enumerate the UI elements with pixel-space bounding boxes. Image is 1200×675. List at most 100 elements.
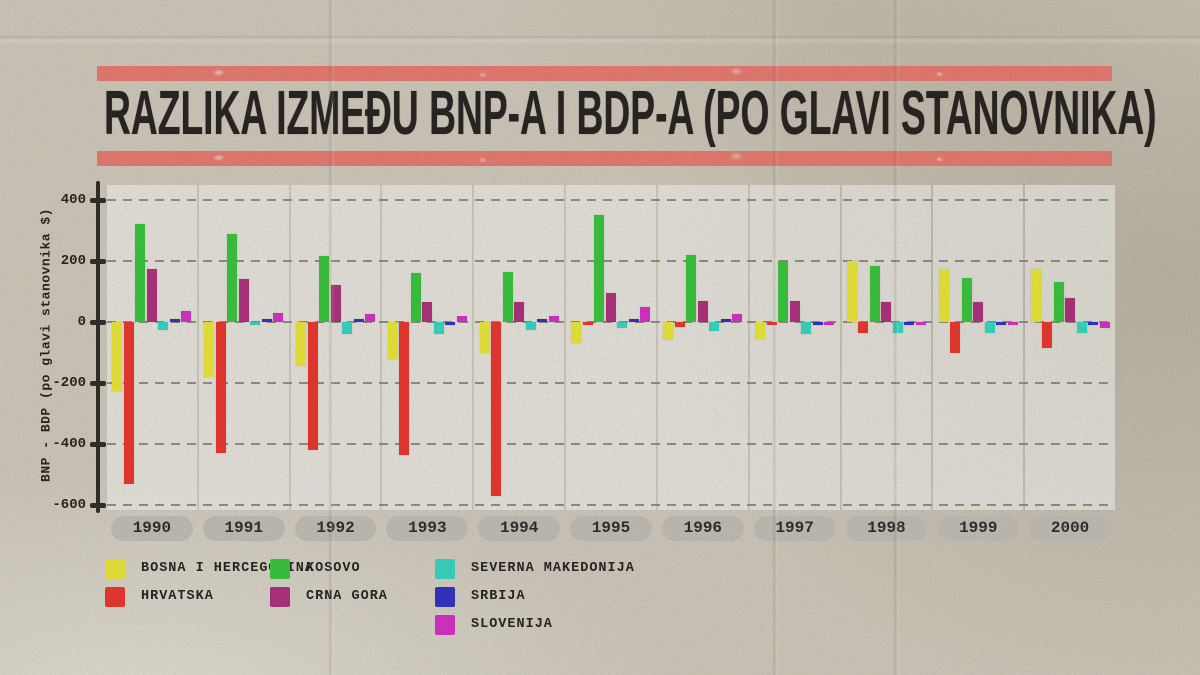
bar-srbija-1999 xyxy=(996,322,1007,325)
bar-hrvatska-1996 xyxy=(674,322,685,327)
year-panel-1994: 1994 xyxy=(474,185,565,541)
title-banner-bottom xyxy=(97,151,1112,166)
year-label-1994: 1994 xyxy=(478,516,561,541)
bar-hrvatska-1994 xyxy=(491,322,502,496)
bar-hrvatska-1991 xyxy=(215,322,226,454)
bar-severna-makedonija-1994 xyxy=(525,322,536,330)
bar-crna-gora-1999 xyxy=(973,302,984,322)
legend-swatch-slovenija xyxy=(435,614,455,635)
bar-kosovo-1996 xyxy=(686,254,697,322)
y-tick-label: 0 xyxy=(77,314,86,330)
year-panel-bg xyxy=(566,185,656,510)
year-panel-1992: 1992 xyxy=(290,185,381,541)
bar-crna-gora-1990 xyxy=(146,268,157,322)
bar-severna-makedonija-1991 xyxy=(250,322,261,326)
year-label-1998: 1998 xyxy=(845,516,928,541)
bar-kosovo-1998 xyxy=(869,265,880,322)
year-panel-bg xyxy=(933,185,1024,510)
y-tick xyxy=(90,197,106,203)
bar-srbija-1992 xyxy=(353,318,364,322)
y-tick xyxy=(90,502,106,508)
year-label-1990: 1990 xyxy=(111,516,193,541)
bar-bosna-i-hercegovina-1992 xyxy=(296,322,307,367)
y-tick-label: -600 xyxy=(52,497,86,513)
legend-item-crna-gora: CRNA GORA xyxy=(270,586,388,607)
year-panel-1996: 1996 xyxy=(657,185,748,541)
bar-kosovo-1991 xyxy=(227,233,238,322)
bar-srbija-1997 xyxy=(812,322,823,325)
bar-chart-plot-area: 1990 1991 1992 1993 1994 1995 1996 1997 1998 1999… xyxy=(107,185,1115,541)
bar-crna-gora-1993 xyxy=(422,302,433,322)
gridline-400 xyxy=(107,199,1115,201)
legend-item-kosovo: KOSOVO xyxy=(270,558,388,579)
bar-severna-makedonija-1990 xyxy=(158,322,169,330)
bar-bosna-i-hercegovina-1994 xyxy=(479,322,490,353)
legend-item-severna-makedonija: SEVERNA MAKEDONIJA xyxy=(435,558,635,579)
y-tick xyxy=(90,319,106,325)
year-label-1999: 1999 xyxy=(937,516,1020,541)
legend-item-slovenija: SLOVENIJA xyxy=(435,614,635,635)
bar-slovenija-1992 xyxy=(365,314,376,322)
bar-slovenija-1995 xyxy=(640,306,651,322)
bar-severna-makedonija-1997 xyxy=(801,322,812,335)
bar-srbija-1990 xyxy=(169,319,180,322)
bar-bosna-i-hercegovina-1991 xyxy=(204,322,215,377)
bar-crna-gora-1996 xyxy=(697,300,708,322)
bar-bosna-i-hercegovina-1996 xyxy=(663,322,674,341)
bar-bosna-i-hercegovina-1999 xyxy=(938,268,949,322)
bar-crna-gora-1998 xyxy=(881,302,892,322)
bar-bosna-i-hercegovina-1998 xyxy=(846,261,857,322)
y-tick-label: 400 xyxy=(60,192,86,208)
y-tick-label: -200 xyxy=(52,375,86,391)
bar-kosovo-1995 xyxy=(594,215,605,322)
bar-hrvatska-1995 xyxy=(582,322,593,326)
year-panel-1999: 1999 xyxy=(933,185,1024,541)
bar-crna-gora-1994 xyxy=(514,302,525,322)
bar-kosovo-1997 xyxy=(778,261,789,322)
legend-label: SEVERNA MAKEDONIJA xyxy=(471,561,635,576)
bar-srbija-1991 xyxy=(261,319,272,322)
y-tick xyxy=(90,380,106,386)
year-label-1996: 1996 xyxy=(661,516,744,541)
bar-crna-gora-1995 xyxy=(605,293,616,322)
bar-kosovo-1999 xyxy=(961,277,972,322)
bar-slovenija-1997 xyxy=(824,322,835,325)
bar-slovenija-1990 xyxy=(181,311,192,322)
y-tick-label: -400 xyxy=(52,436,86,452)
year-panel-bg xyxy=(841,185,932,510)
year-label-1992: 1992 xyxy=(294,516,377,541)
year-panel-1995: 1995 xyxy=(566,185,656,541)
bar-kosovo-1993 xyxy=(410,273,421,322)
bar-slovenija-1994 xyxy=(548,315,559,322)
bar-hrvatska-1997 xyxy=(766,322,777,326)
year-panel-1993: 1993 xyxy=(382,185,473,541)
legend-swatch-hrvatska xyxy=(105,586,125,607)
legend-swatch-crna-gora xyxy=(270,586,290,607)
legend-item-srbija: SRBIJA xyxy=(435,586,635,607)
year-panel-1998: 1998 xyxy=(841,185,932,541)
year-label-2000: 2000 xyxy=(1029,516,1111,541)
legend-label: CRNA GORA xyxy=(306,589,388,604)
bar-crna-gora-1997 xyxy=(789,300,800,322)
year-panel-1997: 1997 xyxy=(749,185,840,541)
bar-bosna-i-hercegovina-1990 xyxy=(112,322,123,391)
legend-label: KOSOVO xyxy=(306,561,361,576)
legend-label: SRBIJA xyxy=(471,589,526,604)
bar-srbija-1996 xyxy=(720,319,731,322)
bar-srbija-1993 xyxy=(445,322,456,325)
legend-label: SLOVENIJA xyxy=(471,617,553,632)
bar-severna-makedonija-1992 xyxy=(342,322,353,335)
bar-hrvatska-1990 xyxy=(123,322,134,484)
bar-srbija-1995 xyxy=(628,319,639,322)
legend-swatch-severna-makedonija xyxy=(435,558,455,579)
bar-hrvatska-1998 xyxy=(858,322,869,333)
bar-crna-gora-2000 xyxy=(1065,297,1076,322)
year-label-1993: 1993 xyxy=(386,516,469,541)
legend-label: HRVATSKA xyxy=(141,589,214,604)
year-label-1997: 1997 xyxy=(753,516,836,541)
year-label-1995: 1995 xyxy=(570,516,652,541)
legend-swatch-bosna-i-hercegovina xyxy=(105,558,125,579)
bar-severna-makedonija-1999 xyxy=(984,322,995,333)
bar-kosovo-1992 xyxy=(319,256,330,322)
year-panel-bg xyxy=(749,185,840,510)
